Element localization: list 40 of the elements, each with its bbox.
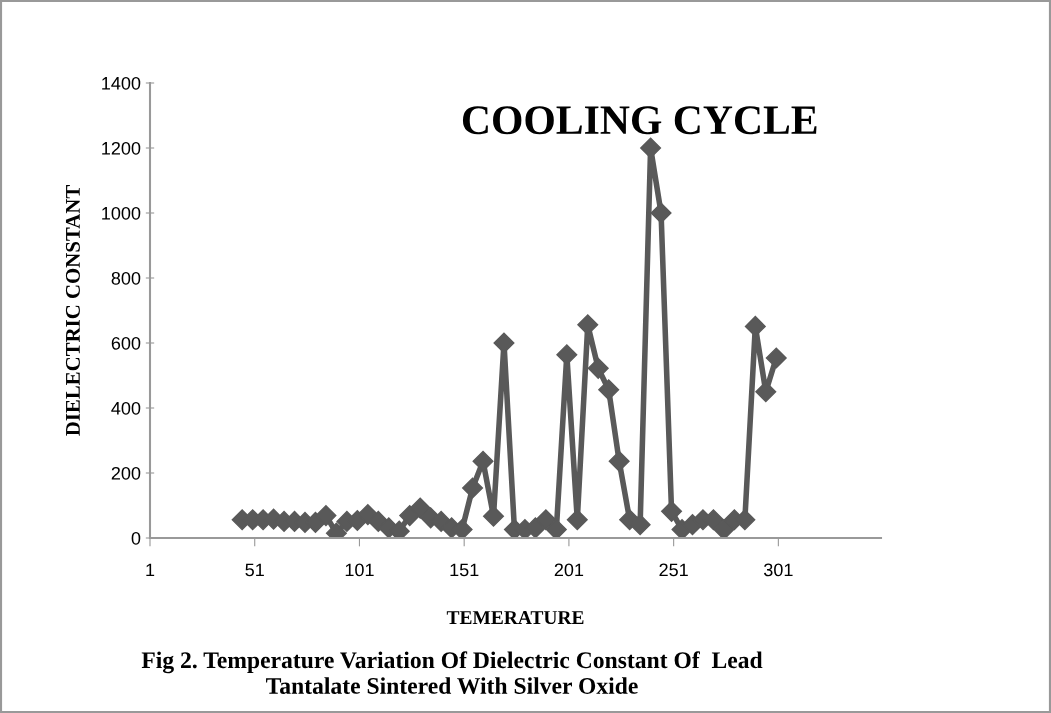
y-tick-label: 1000 xyxy=(102,206,141,220)
point xyxy=(462,477,484,499)
point xyxy=(587,357,609,379)
point xyxy=(545,519,567,538)
point xyxy=(535,509,557,531)
point xyxy=(493,332,515,354)
point xyxy=(556,344,578,366)
x-tick-label: 51 xyxy=(245,563,264,577)
y-tick-label: 1400 xyxy=(102,76,141,90)
point xyxy=(577,314,599,336)
point xyxy=(713,519,735,538)
point xyxy=(608,450,630,472)
y-tick-label: 400 xyxy=(111,401,141,415)
y-tick-label: 200 xyxy=(111,466,141,480)
point xyxy=(598,379,620,401)
point xyxy=(482,505,505,527)
point xyxy=(315,505,337,527)
chart-title: COOLING CYCLE xyxy=(462,106,817,135)
y-tick-label: 0 xyxy=(131,531,141,545)
x-tick-label: 101 xyxy=(345,563,374,577)
point xyxy=(566,509,588,531)
point xyxy=(472,450,494,472)
y-tick-label: 800 xyxy=(111,271,141,285)
x-axis-title: TEMERATURE xyxy=(446,611,584,625)
x-tick-label: 301 xyxy=(763,563,793,577)
y-axis-title: DIELECTRIC CONSTANT xyxy=(65,185,80,436)
x-tick-label: 201 xyxy=(554,563,584,577)
point xyxy=(744,315,766,337)
point xyxy=(629,514,651,536)
point xyxy=(650,202,672,224)
y-tick-label: 600 xyxy=(111,336,141,350)
point xyxy=(661,500,683,522)
x-tick-label: 1 xyxy=(146,563,155,577)
x-tick-label: 151 xyxy=(450,563,479,577)
y-tick-label: 1200 xyxy=(102,141,141,155)
point xyxy=(765,347,787,369)
x-tick-label: 251 xyxy=(659,563,688,577)
point xyxy=(409,497,431,519)
point xyxy=(640,137,662,159)
caption: Fig 2. Temperature Variation Of Dielectric Constant Of Lead Tantalate Sintered With Silver Oxide xyxy=(141,651,763,694)
